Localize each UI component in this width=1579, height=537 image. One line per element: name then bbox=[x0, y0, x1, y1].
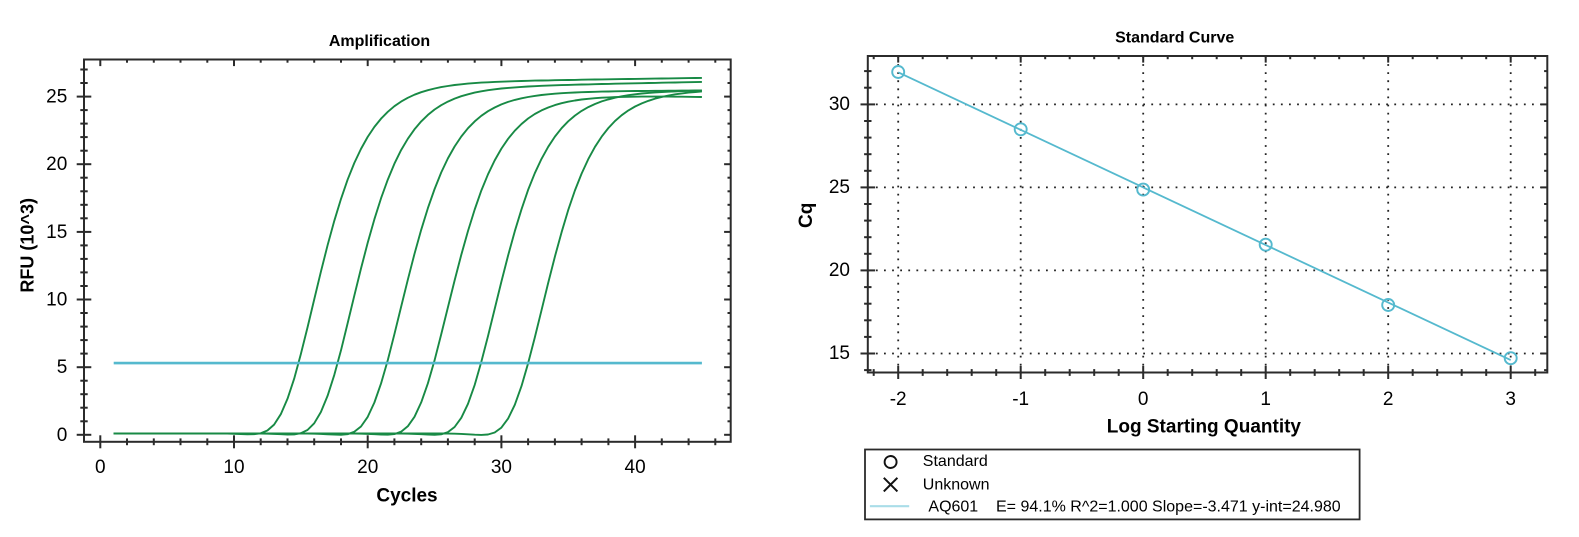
svg-text:3: 3 bbox=[1505, 389, 1516, 410]
svg-text:AQ601 E= 94.1% R^2=1.000 Sl: AQ601 E= 94.1% R^2=1.000 Slope=-3.471 y-… bbox=[928, 499, 1340, 516]
svg-text:20: 20 bbox=[357, 457, 378, 478]
svg-text:25: 25 bbox=[829, 177, 850, 198]
svg-text:30: 30 bbox=[829, 94, 850, 115]
svg-text:1: 1 bbox=[1260, 389, 1271, 410]
svg-text:Log Starting Quantity: Log Starting Quantity bbox=[1107, 417, 1302, 438]
svg-text:25: 25 bbox=[46, 87, 67, 108]
svg-text:20: 20 bbox=[829, 260, 850, 281]
svg-text:Amplification: Amplification bbox=[329, 33, 430, 50]
svg-text:0: 0 bbox=[95, 457, 106, 478]
svg-text:Standard: Standard bbox=[923, 453, 988, 470]
svg-text:15: 15 bbox=[46, 222, 67, 243]
svg-text:Standard Curve: Standard Curve bbox=[1115, 30, 1234, 47]
svg-text:20: 20 bbox=[46, 154, 67, 175]
svg-text:-2: -2 bbox=[890, 389, 907, 410]
svg-text:2: 2 bbox=[1383, 389, 1394, 410]
svg-text:40: 40 bbox=[625, 457, 646, 478]
svg-text:15: 15 bbox=[829, 343, 850, 364]
svg-text:30: 30 bbox=[491, 457, 512, 478]
svg-text:Unknown: Unknown bbox=[923, 476, 990, 493]
svg-text:0: 0 bbox=[57, 425, 68, 446]
svg-text:5: 5 bbox=[57, 357, 68, 378]
svg-text:Cq: Cq bbox=[796, 203, 817, 228]
svg-text:0: 0 bbox=[1138, 389, 1149, 410]
svg-text:10: 10 bbox=[46, 290, 67, 311]
svg-text:RFU (10^3): RFU (10^3) bbox=[18, 198, 38, 293]
svg-text:10: 10 bbox=[223, 457, 244, 478]
svg-text:Cycles: Cycles bbox=[376, 486, 437, 507]
svg-text:-1: -1 bbox=[1012, 389, 1029, 410]
